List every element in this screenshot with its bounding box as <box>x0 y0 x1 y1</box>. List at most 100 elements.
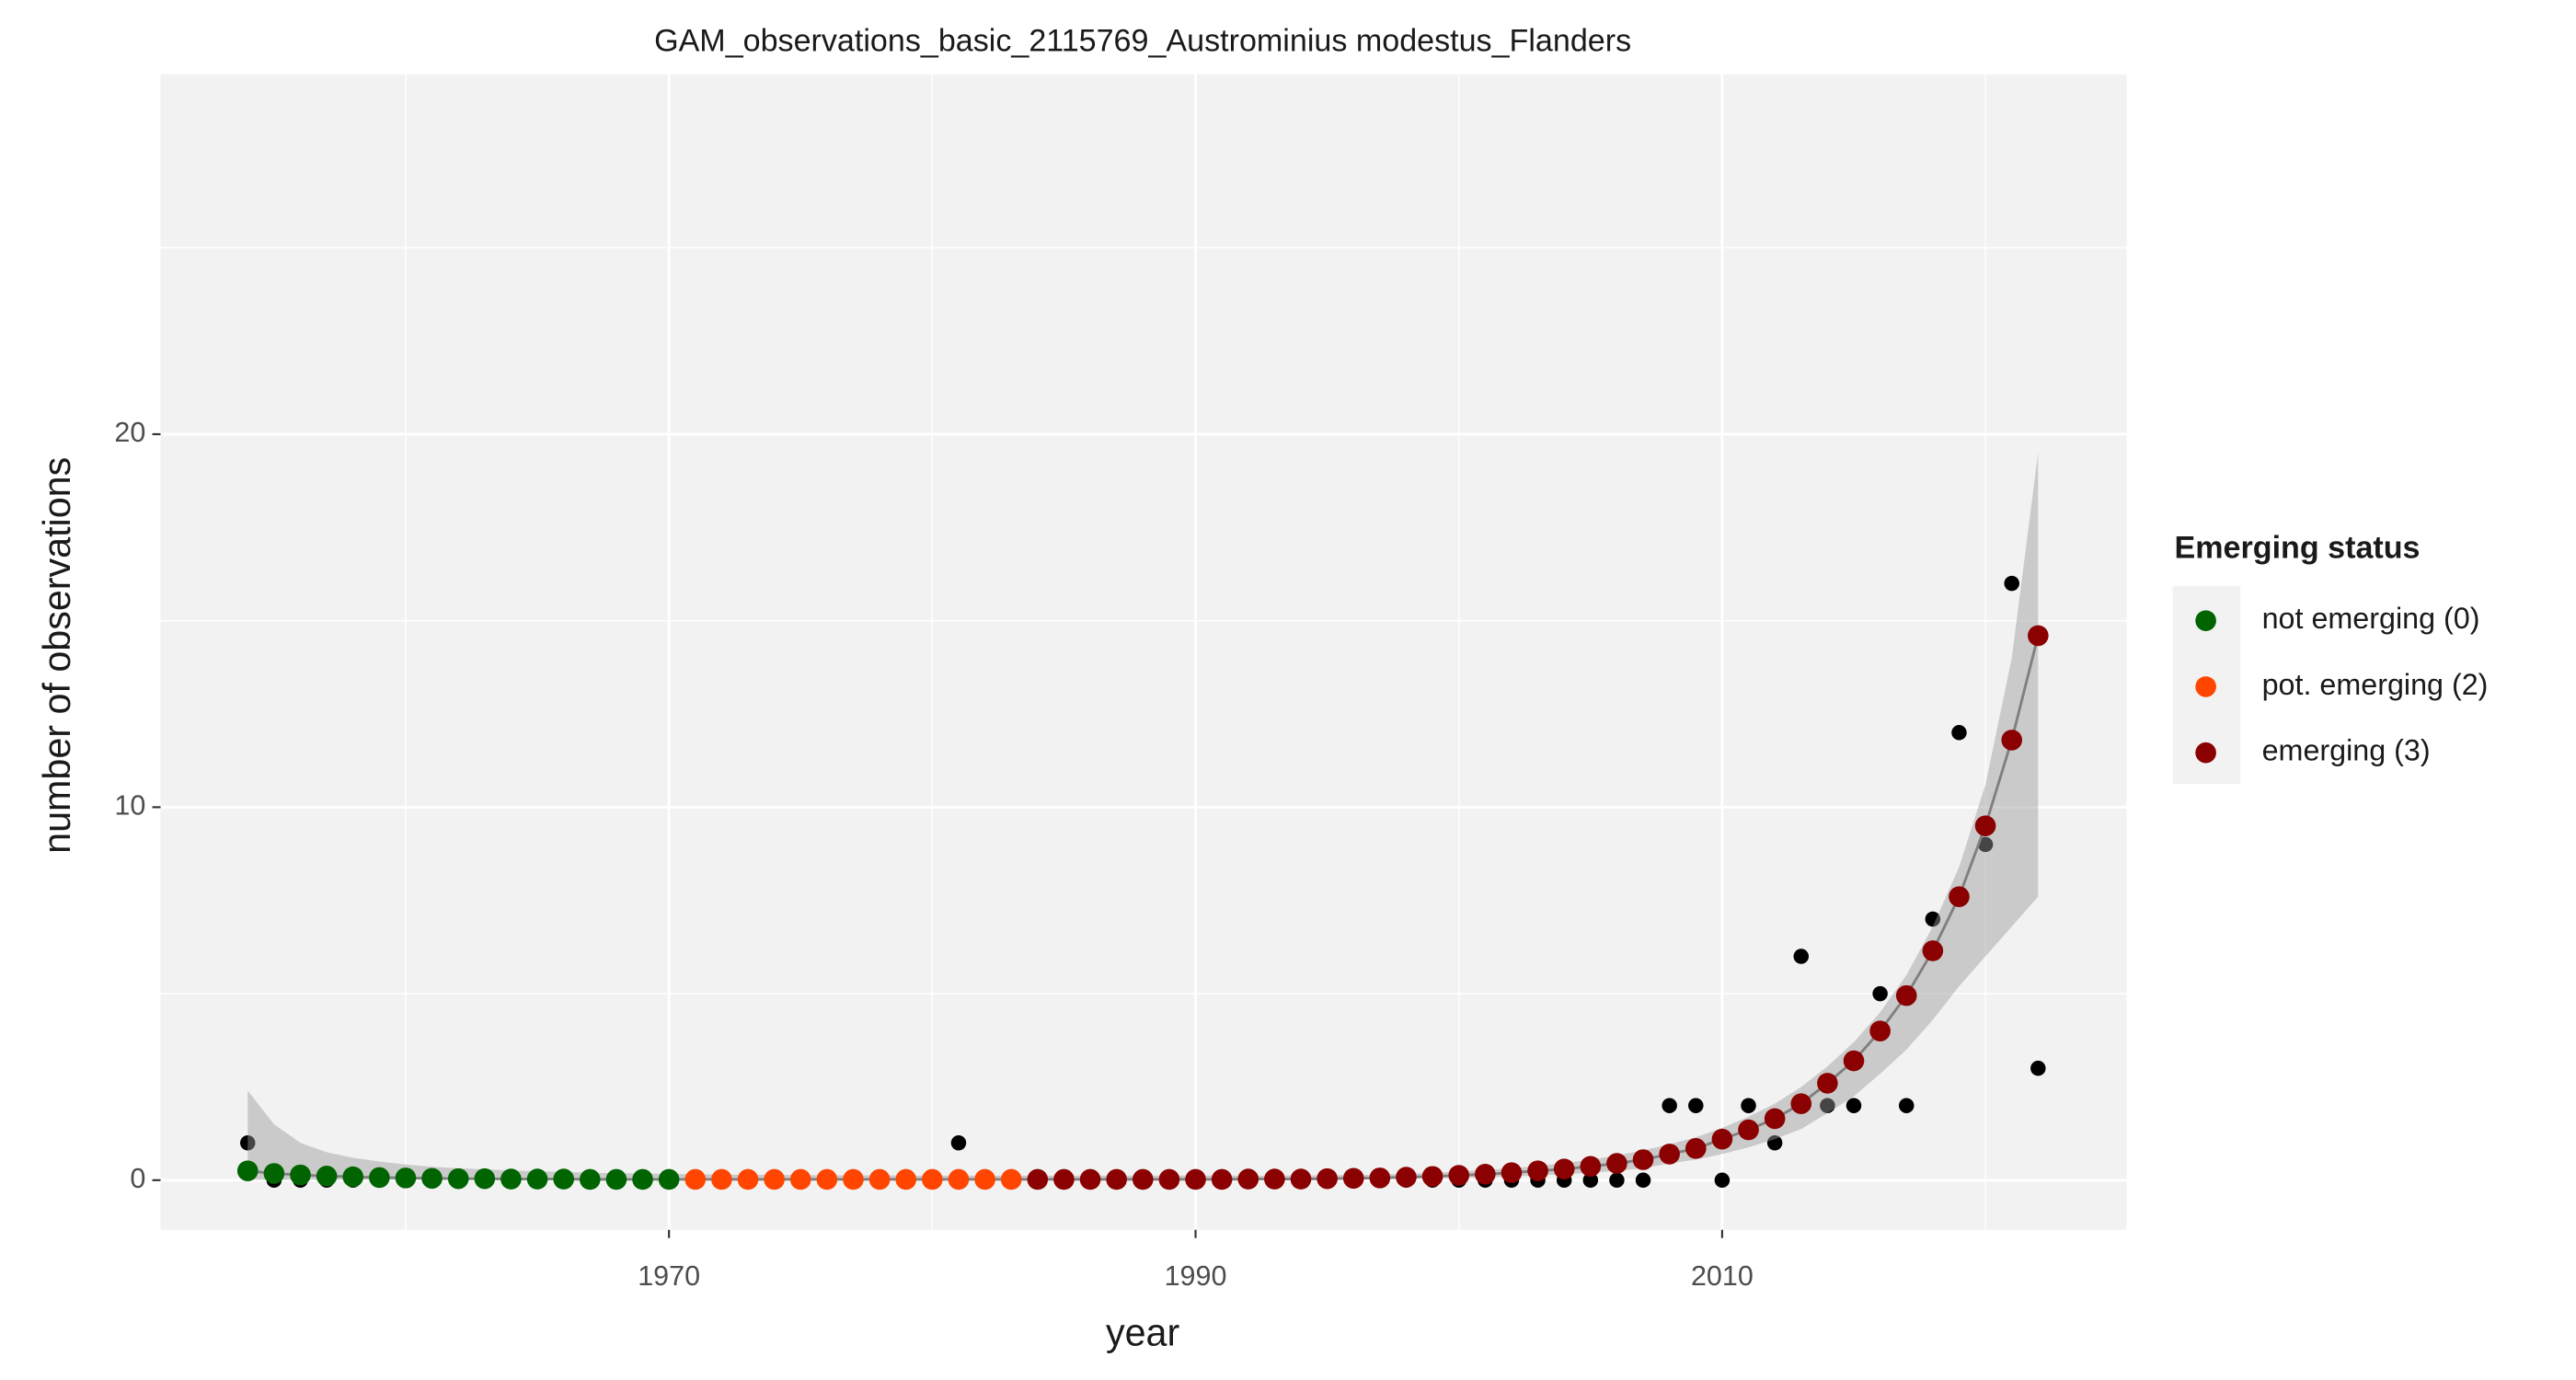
fitted-point <box>1290 1168 1312 1190</box>
chart-title: GAM_observations_basic_2115769_Austromin… <box>654 24 1631 59</box>
observation-point <box>2004 575 2019 592</box>
fitted-point <box>684 1168 707 1190</box>
x-tick-label: 1970 <box>638 1260 700 1292</box>
fitted-point <box>922 1168 943 1190</box>
fitted-point <box>553 1168 574 1190</box>
legend-label: emerging (3) <box>2262 734 2431 767</box>
fitted-point <box>1079 1168 1101 1190</box>
observation-point <box>1766 1135 1783 1151</box>
fitted-point <box>1448 1165 1470 1186</box>
fitted-point <box>1922 940 1944 961</box>
observation-point <box>1688 1098 1704 1113</box>
fitted-point <box>1342 1167 1364 1190</box>
legend-label: not emerging (0) <box>2262 602 2480 635</box>
fitted-point <box>2028 625 2049 647</box>
observation-point <box>950 1135 967 1151</box>
x-axis-title: year <box>1106 1311 1180 1353</box>
legend-label: pot. emerging (2) <box>2262 668 2489 701</box>
fitted-point <box>236 1160 259 1181</box>
fitted-point <box>1843 1050 1865 1072</box>
observation-point <box>1846 1098 1862 1113</box>
fitted-point <box>764 1168 785 1190</box>
observation-point <box>1793 949 1810 964</box>
observation-point <box>1635 1172 1651 1189</box>
fitted-point <box>290 1164 311 1186</box>
observation-point <box>1872 985 1888 1002</box>
fitted-point <box>2001 730 2023 751</box>
fitted-point <box>1211 1168 1233 1190</box>
fitted-point <box>1106 1168 1127 1190</box>
fitted-point <box>1817 1073 1838 1094</box>
fitted-point <box>1738 1119 1759 1141</box>
observation-point <box>1898 1098 1915 1113</box>
fitted-point <box>1000 1168 1022 1190</box>
fitted-point <box>1974 815 1996 836</box>
y-tick-label: 20 <box>114 417 145 448</box>
fitted-point <box>500 1168 522 1190</box>
fitted-point <box>1895 984 1917 1006</box>
fitted-point <box>421 1167 443 1190</box>
plot-panel <box>160 74 2127 1230</box>
fitted-point <box>1869 1020 1891 1041</box>
legend-key <box>2195 742 2216 764</box>
observation-point <box>2030 1060 2046 1076</box>
fitted-point <box>1527 1160 1548 1181</box>
fitted-point <box>605 1168 627 1190</box>
legend-key <box>2195 676 2216 697</box>
fitted-point <box>1790 1093 1812 1114</box>
fitted-point <box>1132 1168 1154 1190</box>
legend-key <box>2195 610 2216 631</box>
fitted-point <box>447 1167 469 1190</box>
fitted-point <box>1396 1167 1417 1188</box>
fitted-point <box>1553 1158 1575 1179</box>
fitted-point <box>658 1168 680 1190</box>
fitted-point <box>1053 1168 1075 1190</box>
fitted-point <box>316 1166 338 1187</box>
fitted-point <box>1685 1138 1707 1159</box>
fitted-point <box>1764 1108 1786 1130</box>
observation-point <box>1951 725 1967 741</box>
observation-point <box>1582 1172 1599 1189</box>
y-tick-label: 10 <box>114 789 145 821</box>
observation-point <box>1662 1098 1677 1113</box>
fitted-point <box>1264 1168 1285 1190</box>
observation-point <box>1714 1172 1731 1189</box>
x-tick-label: 2010 <box>1691 1260 1754 1292</box>
fitted-point <box>816 1168 838 1190</box>
fitted-point <box>1369 1167 1391 1189</box>
fitted-point <box>342 1166 364 1188</box>
observation-point <box>1741 1098 1756 1113</box>
fitted-point <box>868 1168 891 1190</box>
fitted-point <box>263 1163 285 1184</box>
fitted-point <box>948 1168 970 1190</box>
fitted-point <box>737 1168 759 1190</box>
fitted-point <box>1949 886 1970 907</box>
fitted-point <box>1580 1156 1602 1178</box>
fitted-point <box>395 1167 417 1189</box>
fitted-point <box>895 1168 917 1190</box>
observation-point <box>1609 1172 1625 1189</box>
observation-point <box>239 1135 256 1151</box>
legend-title: Emerging status <box>2175 530 2421 565</box>
fitted-point <box>1027 1168 1049 1190</box>
fitted-point <box>1606 1153 1627 1174</box>
fitted-point <box>1632 1149 1654 1170</box>
fitted-point <box>711 1168 732 1190</box>
fitted-point <box>369 1167 390 1189</box>
observation-point <box>1820 1098 1835 1113</box>
fitted-point <box>1158 1168 1180 1190</box>
fitted-point <box>1317 1167 1338 1190</box>
fitted-point <box>632 1168 653 1190</box>
fitted-point <box>1185 1168 1206 1190</box>
fitted-point <box>526 1168 548 1190</box>
observation-point <box>1977 836 1994 853</box>
fitted-point <box>474 1167 496 1190</box>
legend: Emerging status not emerging (0) pot. eme… <box>2172 530 2489 785</box>
y-axis-title: number of observations <box>36 457 78 854</box>
fitted-point <box>579 1168 601 1190</box>
fitted-point <box>1501 1162 1523 1183</box>
observation-point <box>1925 911 1941 927</box>
fitted-point <box>1711 1128 1733 1150</box>
